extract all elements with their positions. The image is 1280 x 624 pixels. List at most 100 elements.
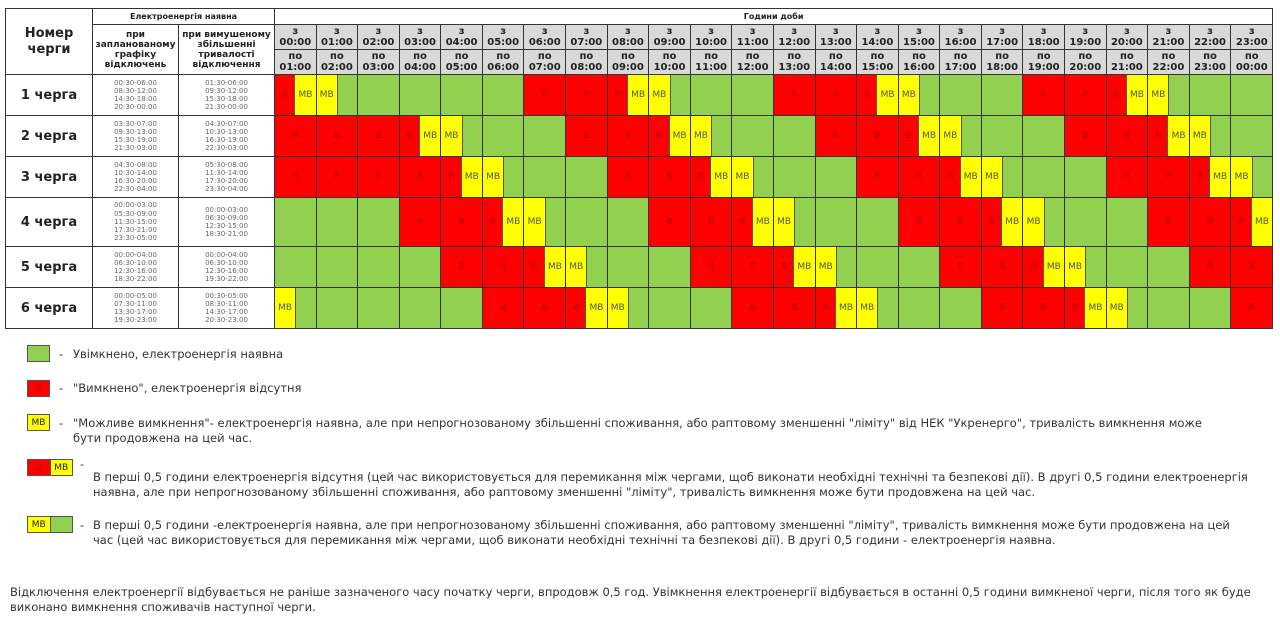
time-range: 12:30-16:00 (205, 267, 248, 275)
from-prefix: з (1040, 26, 1047, 37)
hour-to: 04:00 (404, 62, 436, 73)
hour-cell-mg: МВ (1105, 287, 1149, 329)
time-range: 12:30-16:00 (114, 267, 157, 275)
time-range: 21:30-00:00 (205, 103, 248, 112)
to-prefix: по (579, 51, 594, 62)
time-range: 19:30-23:00 (114, 316, 157, 325)
off-label: В (874, 172, 881, 182)
hour-cell-bm: В МВ (731, 197, 774, 247)
hour-cell-g (1022, 115, 1065, 157)
time-range: 14:30-17:00 (205, 308, 248, 316)
off-label: В (292, 172, 299, 182)
hour-cell-b: В (1022, 74, 1065, 116)
off-label: В (649, 116, 670, 156)
off-label: В (416, 217, 424, 227)
maybe-off-label: МВ (1106, 288, 1128, 328)
time-range: 05:30-09:00 (114, 209, 157, 218)
off-label: В (898, 116, 919, 156)
hour-cell-g (523, 115, 567, 157)
hour-to-header: по 16:00 (897, 49, 941, 75)
time-range: 07:30-11:00 (114, 299, 157, 308)
hour-from: 20:00 (1110, 37, 1143, 48)
maybe-off-label: МВ (981, 157, 1004, 197)
hour-from: 06:00 (528, 37, 561, 48)
time-range: 15:30-18:00 (205, 95, 248, 103)
off-label: В (999, 303, 1006, 313)
time-range: 05:30-08:00 (205, 160, 248, 169)
hour-cell-g (315, 287, 359, 329)
queue-row: 4 черга 00:00-03:00 05:30-09:00 11:30-15:00… (5, 197, 1274, 247)
maybe-off-label: МВ (917, 116, 940, 156)
hour-to: 02:00 (320, 62, 353, 73)
from-prefix: з (458, 26, 465, 37)
time-range: 08:30-11:00 (205, 299, 248, 308)
footnote: Відключення електроенергії відбувається … (10, 585, 1251, 614)
planned-times: 00:30-06:00 08:30-12:00 14:30-18:00 20:30-0… (92, 74, 179, 116)
off-label: В (500, 262, 507, 272)
hour-from-header: з 00:00 (274, 24, 317, 50)
hour-cell-b: В (1147, 197, 1190, 247)
hour-cell-g (1147, 287, 1190, 329)
hour-cell-mg: МВ (274, 287, 317, 329)
off-label: В (999, 262, 1006, 272)
planned-times: 03:30-07:00 09:30-13:00 15:30-19:00 21:30-0… (92, 115, 179, 157)
legend-off-label: В (28, 460, 50, 475)
off-label: В (1165, 172, 1172, 182)
hour-from: 04:00 (445, 37, 478, 48)
time-range: 16:30-20:00 (114, 177, 157, 185)
hour-cell-bm: В МВ (689, 156, 733, 198)
hour-from: 11:00 (736, 37, 769, 48)
hour-cell-g (1230, 74, 1274, 116)
to-prefix: по (828, 51, 843, 62)
hour-cell-g (689, 74, 733, 116)
off-label: В (1106, 75, 1127, 115)
hour-cell-bm: В МВ (1147, 115, 1190, 157)
legend-swatch-off-maybe: В МВ (27, 459, 73, 476)
hour-to-header: по 08:00 (565, 49, 608, 75)
maybe-off-label: МВ (1001, 198, 1023, 246)
hour-cell-b: В (315, 115, 359, 157)
hour-cell-b: В (440, 246, 483, 288)
maybe-off-label: МВ (294, 75, 316, 115)
time-range: 03:30-07:00 (114, 119, 157, 128)
hour-to: 00:00 (1235, 62, 1268, 73)
hour-cell-b: В (1230, 287, 1274, 329)
to-prefix: по (870, 51, 885, 62)
from-prefix: з (957, 26, 964, 37)
to-prefix: по (329, 51, 344, 62)
hour-from-header: з 19:00 (1064, 24, 1107, 50)
off-label: В (666, 217, 673, 227)
hour-to-header: по 21:00 (1105, 49, 1149, 75)
off-label: В (375, 172, 382, 182)
hour-cell-g (1147, 246, 1190, 288)
power-available-header: Електроенергія наявна (91, 8, 276, 25)
legend-off-maybe-text: В перші 0,5 години електроенергія відсут… (93, 470, 1248, 499)
time-range: 17:30-21:00 (114, 226, 157, 235)
hours-of-day-header: Години доби (274, 8, 1274, 25)
hour-cell-g (1064, 156, 1107, 198)
maybe-off-label: МВ (460, 157, 482, 197)
hour-cell-g (357, 287, 400, 329)
hour-from: 22:00 (1194, 37, 1226, 48)
legend-swatch-off: В (27, 380, 50, 397)
time-range: 22:30-04:00 (114, 185, 157, 194)
hour-cell-b: В (814, 74, 858, 116)
time-range: 11:30-15:00 (114, 217, 157, 226)
hour-cell-mg: МВ (1188, 115, 1232, 157)
off-label: В (583, 90, 590, 100)
off-label: В (957, 217, 964, 227)
forced-times: 00:30-05:00 08:30-11:00 14:30-17:00 20:30-2… (177, 287, 276, 329)
planned-schedule-header: при запланованому графіку відключень (92, 24, 179, 75)
hour-cell-bm: В МВ (980, 197, 1024, 247)
hour-cell-mg: МВ (1064, 246, 1107, 288)
time-range: 06:30-10:00 (205, 258, 248, 267)
hour-to: 08:00 (570, 62, 603, 73)
hour-from: 12:00 (778, 37, 811, 48)
hour-to: 11:00 (695, 62, 727, 73)
hour-cell-b: В (1188, 197, 1232, 247)
maybe-off-label: МВ (1042, 247, 1064, 287)
hour-from-header: з 07:00 (565, 24, 608, 50)
maybe-off-label: МВ (607, 288, 629, 328)
maybe-off-label: МВ (1084, 288, 1106, 328)
maybe-off-label: МВ (1125, 75, 1148, 115)
